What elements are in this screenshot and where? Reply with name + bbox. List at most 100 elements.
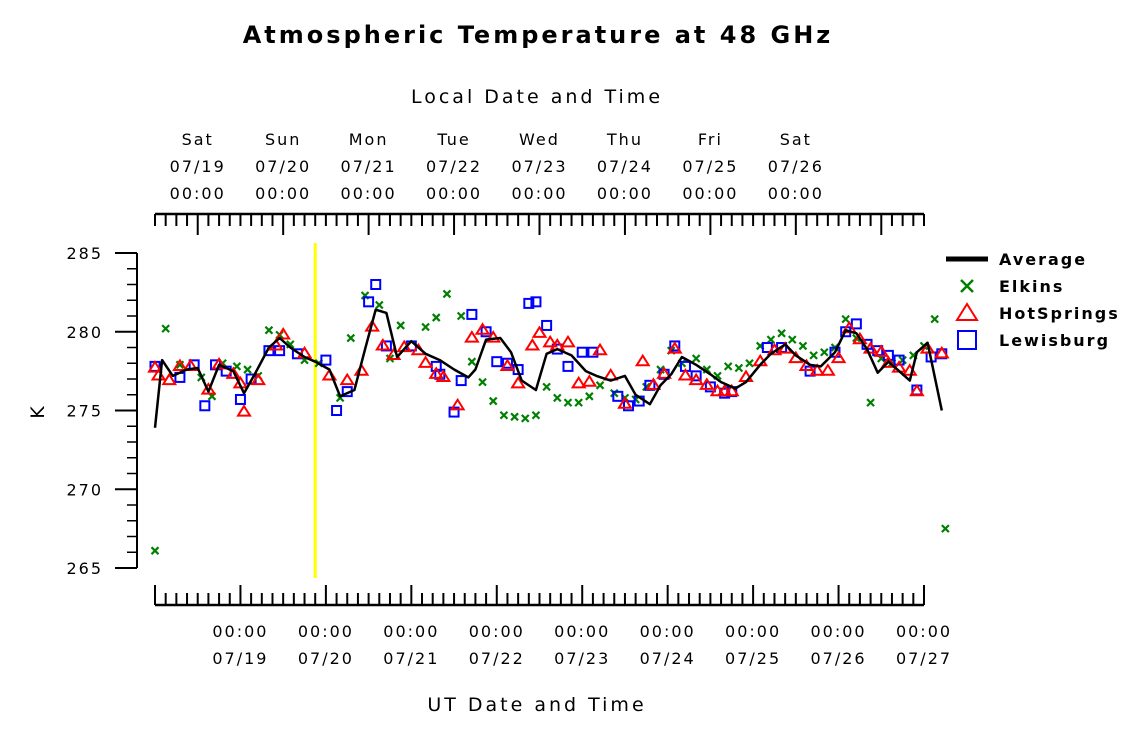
hotsprings-point [172, 358, 188, 371]
hotsprings-point [880, 355, 897, 368]
top-tick-date: 07/24 [597, 157, 653, 176]
lewisburg-point [541, 319, 553, 331]
elkins-point [431, 313, 441, 322]
top-tick-time: 00:00 [255, 184, 311, 203]
lewisburg-point [480, 326, 492, 338]
elkins-point [866, 398, 875, 407]
hotsprings-point [250, 372, 267, 386]
hotsprings-point [570, 375, 587, 389]
bottom-tick-time: 00:00 [896, 622, 952, 641]
bottom-tick-time: 00:00 [554, 622, 610, 641]
hotsprings-point [485, 330, 502, 343]
hotsprings-point [531, 325, 548, 338]
legend-hotsprings-label: HotSprings [999, 304, 1120, 323]
hotsprings-point [364, 319, 380, 332]
top-tick-date: 07/26 [768, 157, 824, 176]
hotsprings-point [634, 353, 651, 367]
y-tick-label: 280 [66, 323, 103, 342]
lewisburg-point [576, 346, 588, 358]
lewisburg-point [466, 308, 478, 320]
hotsprings-point [510, 375, 526, 389]
top-tick-day: Wed [519, 130, 560, 149]
hotsprings-point [617, 396, 633, 409]
elkins-point [723, 362, 733, 371]
lewisburg-point [893, 354, 905, 366]
top-tick-time: 00:00 [341, 184, 397, 203]
top-tick-time: 00:00 [597, 184, 653, 203]
lewisburg-point [370, 279, 382, 290]
series-average [153, 308, 944, 428]
top-tick-time: 00:00 [682, 184, 738, 203]
series-layer [147, 279, 950, 555]
elkins-point [161, 324, 170, 333]
top-tick-date: 07/20 [255, 157, 311, 176]
elkins-point [798, 341, 808, 351]
lewisburg-point [491, 356, 503, 368]
elkins-point [467, 357, 477, 366]
hotsprings-point [933, 345, 950, 359]
top-tick-time: 00:00 [170, 184, 226, 203]
hotsprings-point [909, 383, 925, 397]
chart-title: Atmospheric Temperature at 48 GHz [243, 21, 834, 49]
hotsprings-point [375, 338, 391, 351]
y-tick-label: 275 [66, 402, 103, 421]
bottom-tick-date: 07/27 [896, 649, 952, 668]
hotsprings-point [560, 334, 576, 348]
elkins-point [150, 546, 160, 555]
elkins-point [396, 321, 405, 330]
lewisburg-point [523, 297, 535, 309]
elkins-point [542, 382, 551, 392]
y-axis-label: K [27, 403, 49, 418]
top-tick-day: Tue [436, 130, 470, 149]
lewisburg-point [331, 405, 343, 416]
legend-hotsprings-swatch [955, 302, 979, 321]
legend: Average Elkins HotSprings Lewisburg [946, 250, 1120, 350]
elkins-point [595, 381, 605, 390]
lewisburg-point [690, 370, 702, 382]
elkins-point [941, 524, 950, 533]
average-line [153, 308, 944, 428]
hotsprings-point [688, 372, 704, 386]
top-tick-day: Thu [606, 130, 643, 149]
top-tick-date: 07/19 [170, 157, 226, 176]
elkins-point [930, 314, 939, 324]
hotsprings-point [723, 383, 740, 397]
bottom-tick-time: 00:00 [640, 622, 696, 641]
elkins-point [702, 365, 712, 374]
legend-lewisburg-swatch [957, 330, 977, 350]
top-tick-day: Mon [349, 130, 389, 149]
elkins-point [456, 311, 466, 321]
legend-average-label: Average [999, 250, 1087, 269]
hotsprings-point [820, 363, 836, 376]
bottom-axis-ticks: 00:00 07/19 00:00 07/20 00:00 07/21 00:00 07/22… [154, 585, 952, 668]
elkins-point [745, 358, 754, 368]
hotsprings-point [592, 342, 608, 356]
elkins-point [574, 398, 583, 407]
elkins-point [375, 300, 384, 310]
hotsprings-point [200, 382, 217, 395]
bottom-tick-time: 00:00 [725, 622, 781, 641]
lewisburg-point [587, 346, 599, 358]
bottom-tick-date: 07/21 [383, 649, 439, 668]
elkins-point [531, 410, 541, 420]
y-tick-label: 285 [66, 244, 103, 263]
bottom-tick-date: 07/19 [212, 649, 268, 668]
bottom-tick-time: 00:00 [298, 622, 354, 641]
elkins-point [421, 322, 430, 332]
hotsprings-point [919, 341, 936, 354]
hotsprings-point [645, 377, 662, 390]
hotsprings-point [499, 358, 516, 371]
elkins-point [585, 392, 594, 401]
hotsprings-point [666, 341, 683, 354]
bottom-tick-date: 07/25 [725, 649, 781, 668]
top-tick-date: 07/21 [341, 157, 397, 176]
bottom-tick-date: 07/24 [640, 649, 696, 668]
top-tick-time: 00:00 [768, 184, 824, 203]
top-axis-title: Local Date and Time [411, 86, 663, 108]
hotsprings-point [873, 344, 890, 357]
hotsprings-point [147, 360, 163, 373]
elkins-point [820, 347, 829, 357]
elkins-point [478, 377, 487, 387]
lewisburg-point [623, 400, 635, 412]
